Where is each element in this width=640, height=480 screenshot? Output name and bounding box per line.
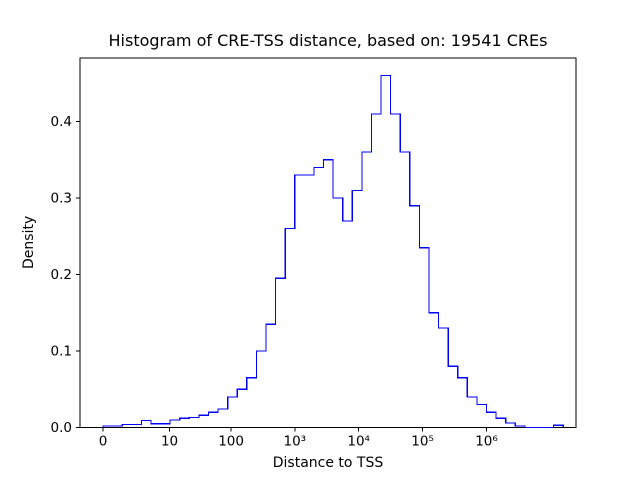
x-tick-label: 10 [161, 434, 178, 450]
x-tick-label: 10⁴ [347, 434, 370, 450]
y-tick-label: 0.0 [51, 420, 72, 436]
y-tick-label: 0.2 [51, 267, 72, 283]
plot-border [79, 57, 577, 428]
x-tick-label: 10³ [283, 434, 306, 450]
y-tick-label: 0.1 [51, 343, 72, 359]
y-axis-label: Density [21, 215, 37, 269]
x-tick-label: 10⁵ [411, 434, 434, 450]
x-axis-label: Distance to TSS [272, 455, 384, 471]
x-tick-label: 10⁶ [475, 434, 498, 450]
histogram-step-line [102, 75, 564, 429]
y-tick-label: 0.4 [51, 114, 72, 130]
x-tick-label: 0 [99, 434, 108, 450]
chart-title: Histogram of CRE-TSS distance, based on:… [108, 31, 548, 50]
y-tick-label: 0.3 [51, 190, 72, 206]
x-tick-label: 100 [218, 434, 244, 450]
